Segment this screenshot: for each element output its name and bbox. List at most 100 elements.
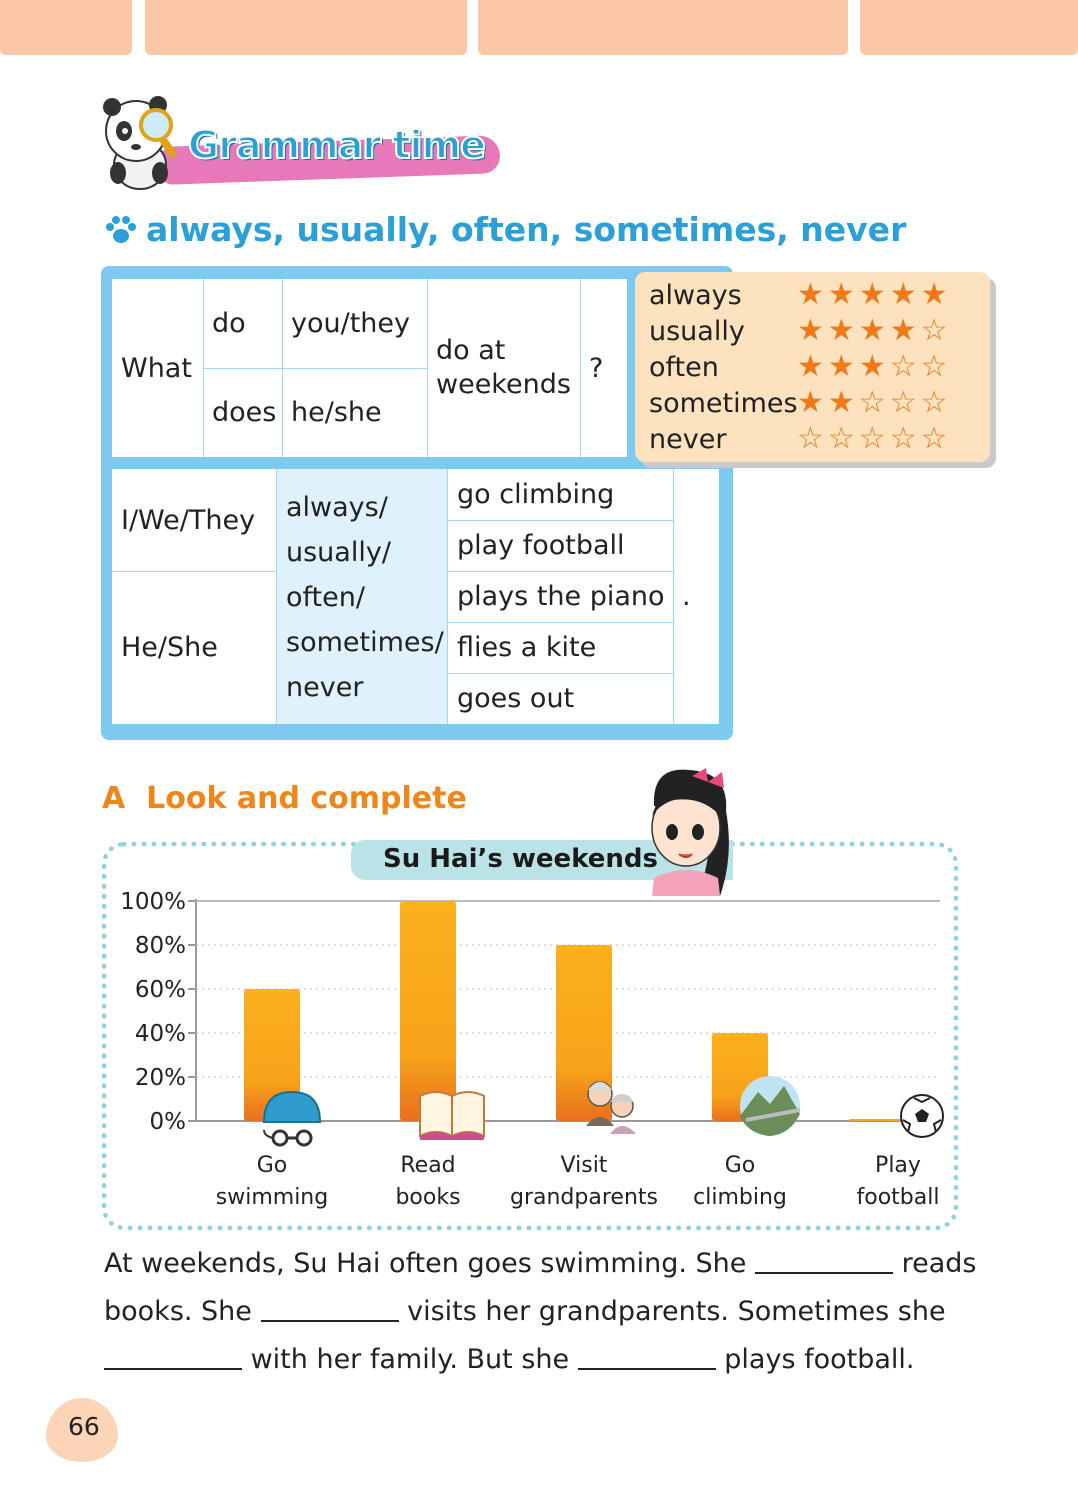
adverb-often: often/ <box>286 582 365 613</box>
frequency-star-box: always usually often sometimes never ★★★… <box>635 272 990 462</box>
star-rating-sometimes: ★★☆☆☆ <box>797 385 952 421</box>
empty-star-icon: ☆ <box>920 421 952 456</box>
empty-star-icon: ☆ <box>920 313 952 348</box>
empty-star-icon: ☆ <box>797 421 828 456</box>
table-cell-do-at-weekends: do at weekends <box>427 279 580 457</box>
y-tick-label: 100% <box>120 889 186 915</box>
star-rating-usually: ★★★★☆ <box>797 313 952 349</box>
y-tick-label: 60% <box>135 977 186 1003</box>
paw-icon <box>106 216 136 243</box>
x-category-label: climbing <box>693 1185 787 1210</box>
empty-star-icon: ☆ <box>920 385 952 420</box>
table-cell-do: do <box>212 308 246 339</box>
bar <box>850 1119 926 1121</box>
adverb-sometimes: sometimes/ <box>286 627 444 658</box>
table-cell-i-we-they: I/We/They <box>121 504 256 536</box>
adverb-usually: usually/ <box>286 537 391 568</box>
x-category-label: swimming <box>216 1185 328 1210</box>
star-rating-never: ☆☆☆☆☆ <box>797 421 952 457</box>
y-tick-label: 0% <box>150 1109 187 1135</box>
exercise-text-3b: plays football. <box>724 1344 915 1375</box>
weekends-text: weekends <box>436 369 571 400</box>
exercise-text-2b: visits her grandparents. Sometimes she <box>407 1296 946 1327</box>
adverb-never: never <box>286 672 364 703</box>
do-at-text: do at <box>436 335 506 366</box>
football-icon <box>900 1094 944 1138</box>
y-tick-label: 40% <box>135 1021 186 1047</box>
subtitle-text: always, usually, often, sometimes, never <box>146 210 907 249</box>
star-rating-often: ★★★☆☆ <box>797 349 952 385</box>
x-category-label: Go <box>257 1153 288 1178</box>
question-table: What do does you/they he/she do at weeke… <box>112 279 627 457</box>
blank-1[interactable] <box>755 1250 893 1274</box>
table-cell-question-mark: ? <box>589 352 604 384</box>
adverb-always: always/ <box>286 492 388 523</box>
swimming-cap-icon <box>262 1090 322 1147</box>
top-decorative-bar <box>0 0 1078 62</box>
section-a-heading: A Look and complete <box>102 781 467 816</box>
filled-star-icon: ★ <box>827 277 859 312</box>
exercise-text-2a: books. She <box>104 1296 252 1327</box>
section-a-title: Look and complete <box>146 781 467 816</box>
filled-star-icon: ★ <box>858 277 890 312</box>
exercise-text-1a: At weekends, Su Hai often goes swimming.… <box>104 1248 747 1279</box>
su-hai-girl-icon <box>651 768 729 896</box>
chart-title: Su Hai’s weekends <box>383 844 659 874</box>
grandparents-icon <box>586 1081 636 1134</box>
x-category-label: Read <box>400 1153 455 1178</box>
freq-word-always: always <box>649 279 742 311</box>
activity-go-climbing: go climbing <box>457 479 615 510</box>
filled-star-icon: ★ <box>920 277 952 312</box>
empty-star-icon: ☆ <box>858 385 890 420</box>
filled-star-icon: ★ <box>889 313 921 348</box>
star-rating-always: ★★★★★ <box>797 277 952 313</box>
answer-table: I/We/They He/She always/ usually/ often/… <box>112 469 719 724</box>
x-category-label: Visit <box>561 1153 608 1178</box>
filled-star-icon: ★ <box>797 385 828 420</box>
filled-star-icon: ★ <box>797 313 828 348</box>
activity-plays-the-piano: plays the piano <box>457 581 665 612</box>
table-cell-what: What <box>121 352 192 384</box>
filled-star-icon: ★ <box>797 349 828 384</box>
table-cell-does: does <box>212 397 277 428</box>
section-title: Grammar time <box>187 122 487 168</box>
bar <box>556 945 612 1121</box>
blank-3[interactable] <box>104 1346 242 1370</box>
y-tick-label: 20% <box>135 1065 186 1091</box>
table-cell-he-she: he/she <box>291 397 382 428</box>
filled-star-icon: ★ <box>827 313 859 348</box>
mountain-climbing-icon <box>740 1076 801 1136</box>
x-category-label: football <box>857 1185 940 1210</box>
table-cell-you-they: you/they <box>291 308 410 339</box>
panda-mascot-icon <box>103 96 177 190</box>
bar <box>400 901 456 1121</box>
filled-star-icon: ★ <box>827 385 859 420</box>
x-category-label: Go <box>725 1153 756 1178</box>
open-book-icon <box>419 1091 485 1140</box>
table-cell-full-stop: . <box>682 581 691 612</box>
filled-star-icon: ★ <box>858 313 890 348</box>
page-number: 66 <box>68 1412 100 1441</box>
freq-word-usually: usually <box>649 315 745 347</box>
activity-play-football: play football <box>457 530 625 561</box>
empty-star-icon: ☆ <box>889 349 921 384</box>
empty-star-icon: ☆ <box>858 421 890 456</box>
x-category-label: Play <box>875 1153 921 1178</box>
y-tick-label: 80% <box>135 933 186 959</box>
empty-star-icon: ☆ <box>889 421 921 456</box>
x-category-label: grandparents <box>510 1185 658 1210</box>
grammar-time-header: Grammar time <box>98 95 518 195</box>
blank-2[interactable] <box>260 1298 399 1322</box>
filled-star-icon: ★ <box>889 277 921 312</box>
empty-star-icon: ☆ <box>827 421 859 456</box>
bar <box>244 989 300 1121</box>
freq-word-often: often <box>649 351 719 383</box>
exercise-text-3a: with her family. But she <box>250 1344 570 1375</box>
filled-star-icon: ★ <box>797 277 828 312</box>
blank-4[interactable] <box>577 1346 716 1370</box>
activity-goes-out: goes out <box>457 683 575 714</box>
exercise-line-1: At weekends, Su Hai often goes swimming.… <box>104 1248 976 1279</box>
table-cell-adverbs: always/ usually/ often/ sometimes/ never <box>277 485 447 715</box>
empty-star-icon: ☆ <box>920 349 952 384</box>
freq-word-never: never <box>649 423 727 455</box>
